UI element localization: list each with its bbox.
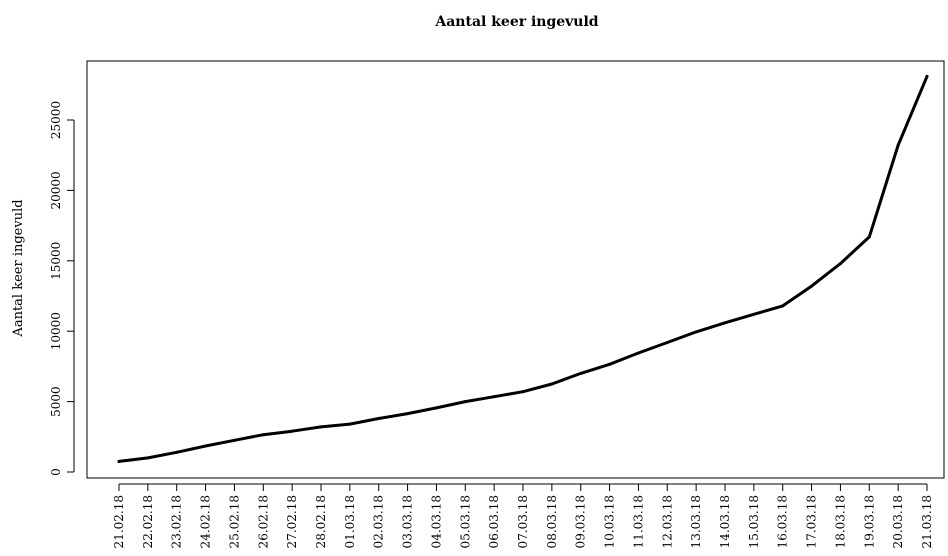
data-point [290, 429, 294, 433]
data-point [232, 438, 236, 442]
x-tick-label: 14.03.18 [718, 495, 732, 548]
data-point [781, 304, 785, 308]
data-point [463, 400, 467, 404]
x-axis: 21.02.18 22.02.18 23.02.18 24.02.18 25.02.18… [112, 483, 934, 548]
x-tick-label: 13.03.18 [689, 495, 703, 548]
x-tick-label: 15.03.18 [747, 495, 761, 548]
x-tick-label: 21.02.18 [112, 495, 126, 548]
x-tick-label: 09.03.18 [574, 495, 588, 548]
x-tick-label: 20.03.18 [891, 495, 905, 548]
data-point [406, 412, 410, 416]
y-tick-label: 0 [49, 468, 63, 476]
data-point [175, 450, 179, 454]
data-point [434, 406, 438, 410]
x-tick-label: 28.02.18 [314, 495, 328, 548]
data-point [261, 433, 265, 437]
plot-frame [86, 60, 945, 479]
data-point [117, 459, 121, 463]
y-tick-label: 15000 [49, 242, 63, 280]
x-tick-label: 12.03.18 [660, 495, 674, 548]
x-tick-label: 26.02.18 [256, 495, 270, 548]
data-point [492, 395, 496, 399]
x-tick-label: 08.03.18 [545, 495, 559, 548]
x-tick-label: 01.03.18 [343, 495, 357, 548]
x-tick-label: 05.03.18 [458, 495, 472, 548]
x-tick-label: 11.03.18 [631, 495, 645, 548]
data-point [723, 321, 727, 325]
chart-title: Aantal keer ingevuld [434, 14, 598, 30]
x-tick-label: 02.03.18 [372, 495, 386, 548]
x-tick-label: 19.03.18 [862, 495, 876, 548]
x-tick-label: 07.03.18 [516, 495, 530, 548]
x-tick-label: 23.02.18 [170, 495, 184, 548]
y-tick-label: 20000 [49, 171, 63, 209]
x-tick-label: 24.02.18 [199, 495, 213, 548]
x-tick-label: 04.03.18 [429, 495, 443, 548]
x-tick-label: 16.03.18 [776, 495, 790, 548]
x-tick-label: 10.03.18 [603, 495, 617, 548]
series-line [117, 74, 929, 463]
data-point [521, 390, 525, 394]
data-point [348, 422, 352, 426]
data-point [838, 262, 842, 266]
data-point [608, 362, 612, 366]
data-point [636, 351, 640, 355]
data-point [896, 143, 900, 147]
y-axis: 0 5000 10000 15000 20000 25000 [49, 101, 75, 476]
data-point [925, 74, 929, 78]
data-point [319, 425, 323, 429]
x-tick-label: 17.03.18 [805, 495, 819, 548]
y-tick-label: 25000 [49, 101, 63, 139]
data-point [694, 330, 698, 334]
data-point [146, 456, 150, 460]
y-tick-label: 10000 [49, 312, 63, 350]
data-point [810, 284, 814, 288]
x-tick-label: 25.02.18 [227, 495, 241, 548]
x-tick-label: 21.03.18 [920, 495, 934, 548]
x-tick-label: 22.02.18 [141, 495, 155, 548]
x-tick-label: 03.03.18 [401, 495, 415, 548]
y-axis-label: Aantal keer ingevuld [11, 199, 26, 337]
data-point [752, 312, 756, 316]
data-point [377, 416, 381, 420]
data-point [550, 382, 554, 386]
x-tick-label: 18.03.18 [833, 495, 847, 548]
data-point [579, 371, 583, 375]
y-tick-label: 5000 [49, 386, 63, 417]
data-point [204, 444, 208, 448]
data-point [665, 340, 669, 344]
x-tick-label: 27.02.18 [285, 495, 299, 548]
x-tick-label: 06.03.18 [487, 495, 501, 548]
data-point [867, 235, 871, 239]
series-group [117, 74, 929, 463]
